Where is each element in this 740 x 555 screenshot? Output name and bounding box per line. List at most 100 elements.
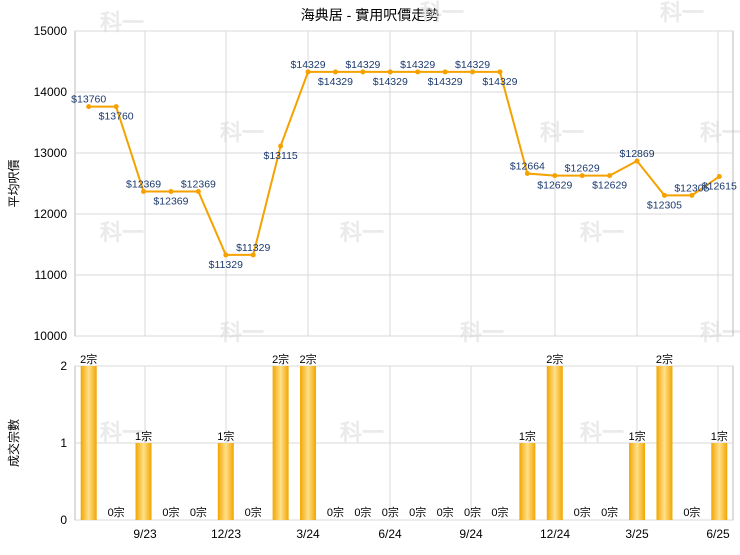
volume-data-label: 0宗	[574, 505, 591, 519]
volume-data-label: 0宗	[382, 505, 399, 519]
price-data-label: $12629	[565, 163, 600, 175]
watermark-text: 科一	[340, 220, 384, 245]
watermark-text: 科一	[660, 0, 704, 25]
watermark-text: 科一	[420, 0, 464, 25]
price-data-label: $12369	[126, 178, 161, 190]
watermark-text: 科一	[220, 120, 264, 145]
price-point	[332, 69, 338, 75]
watermark-text: 科一	[700, 120, 740, 145]
watermark-text: 科一	[700, 320, 740, 345]
price-y-tick-label: 12000	[34, 207, 68, 221]
volume-y-tick-label: 2	[60, 359, 67, 373]
price-point	[634, 158, 640, 164]
volume-bar	[217, 443, 234, 520]
price-point	[387, 69, 393, 75]
volume-data-label: 0宗	[409, 505, 426, 519]
price-data-label: $12629	[537, 180, 572, 192]
volume-data-label: 2宗	[80, 352, 97, 366]
price-y-axis-label: 平均呎價	[7, 159, 21, 207]
volume-data-label: 1宗	[628, 429, 645, 443]
price-data-label: $14329	[400, 59, 435, 71]
volume-data-label: 0宗	[491, 505, 508, 519]
x-tick-label: 3/25	[625, 527, 649, 541]
x-tick-label: 3/24	[296, 527, 320, 541]
price-data-label: $13115	[263, 150, 297, 162]
price-data-label: $11329	[236, 242, 270, 254]
volume-bar	[272, 366, 289, 520]
price-point	[195, 188, 201, 194]
watermark-text: 科一	[220, 320, 264, 345]
price-point	[552, 173, 558, 179]
volume-bar	[546, 366, 563, 520]
price-data-label: $12869	[620, 148, 655, 160]
price-point	[470, 69, 476, 75]
volume-data-label: 0宗	[190, 505, 207, 519]
x-tick-label: 6/25	[706, 527, 730, 541]
volume-bar	[135, 443, 152, 520]
x-tick-label: 12/24	[540, 527, 570, 541]
price-y-tick-label: 14000	[34, 85, 68, 99]
x-tick-label: 9/24	[459, 527, 483, 541]
price-y-tick-label: 10000	[34, 329, 68, 343]
volume-data-label: 0宗	[464, 505, 481, 519]
volume-bar	[80, 366, 97, 520]
price-data-label: $14329	[428, 76, 463, 88]
price-data-label: $14329	[345, 59, 380, 71]
price-y-tick-label: 13000	[34, 146, 68, 160]
volume-data-label: 1宗	[711, 429, 728, 443]
price-y-tick-label: 11000	[35, 268, 68, 282]
volume-data-label: 2宗	[656, 352, 673, 366]
price-data-label: $12615	[702, 180, 737, 192]
volume-data-label: 2宗	[272, 352, 289, 366]
price-point	[168, 188, 174, 194]
watermark-text: 科一	[100, 420, 144, 445]
watermark-text: 科一	[580, 420, 624, 445]
price-data-label: $12369	[153, 195, 188, 207]
price-data-label: $12664	[510, 160, 545, 172]
price-data-label: $14329	[373, 76, 408, 88]
price-point	[223, 252, 229, 258]
price-data-label: $14329	[291, 59, 326, 71]
volume-data-label: 0宗	[162, 505, 179, 519]
volume-data-label: 0宗	[437, 505, 454, 519]
volume-data-label: 1宗	[135, 429, 152, 443]
price-data-label: $13760	[71, 94, 106, 106]
price-data-label: $14329	[482, 76, 517, 88]
volume-data-label: 0宗	[601, 505, 618, 519]
price-point	[524, 170, 530, 176]
price-data-label: $12629	[592, 180, 627, 192]
volume-bar	[711, 443, 728, 520]
volume-bar	[300, 366, 317, 520]
volume-data-label: 2宗	[299, 352, 316, 366]
price-chart: 10000 11000 12000 13000 14000 15000 平均呎價 $13760…	[7, 24, 737, 343]
x-tick-label: 9/23	[133, 527, 157, 541]
price-series-line	[88, 70, 720, 256]
volume-chart: 0 1 2 成交宗數 2宗 0宗 1宗 0宗 0宗 1宗 0宗 2宗 2宗 0宗 0宗 0宗 0宗 0宗 0宗 0宗 1…	[6, 352, 734, 541]
watermark-text: 科一	[580, 220, 624, 245]
price-data-label: $12305	[674, 182, 709, 194]
volume-data-label: 0宗	[327, 505, 344, 519]
price-data-label: $12369	[181, 178, 216, 190]
price-data-label: $12305	[647, 199, 682, 211]
price-point	[360, 69, 366, 75]
price-point	[86, 104, 92, 110]
watermark-text: 科一	[100, 220, 144, 245]
price-point	[250, 252, 256, 258]
price-point	[716, 173, 722, 179]
price-point	[113, 104, 119, 110]
volume-data-label: 0宗	[108, 505, 125, 519]
price-data-label: $14329	[318, 76, 353, 88]
volume-data-label: 0宗	[683, 505, 700, 519]
price-point	[579, 173, 585, 179]
price-point	[607, 173, 613, 179]
price-data-label: $14329	[455, 59, 490, 71]
volume-data-label: 1宗	[217, 429, 234, 443]
volume-y-tick-label: 1	[60, 436, 67, 450]
price-point	[141, 188, 147, 194]
volume-y-tick-label: 0	[60, 513, 67, 527]
price-point	[442, 69, 448, 75]
x-tick-label: 6/24	[378, 527, 402, 541]
